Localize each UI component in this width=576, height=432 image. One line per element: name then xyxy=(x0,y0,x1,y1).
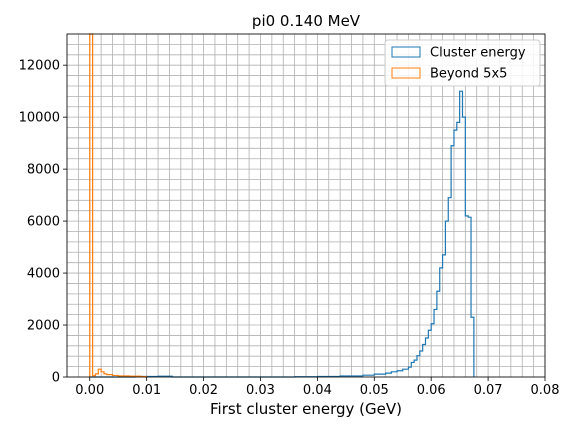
series-beyond-5x5 xyxy=(89,33,148,378)
x-tick-label: 0.07 xyxy=(474,383,503,398)
x-tick-label: 0.03 xyxy=(246,383,275,398)
y-tick-label: 0 xyxy=(52,371,60,386)
y-tick-label: 4000 xyxy=(27,267,60,282)
x-axis-label: First cluster energy (GeV) xyxy=(210,400,402,418)
x-tick-label: 0.05 xyxy=(360,383,389,398)
chart-title: pi0 0.140 MeV xyxy=(252,12,361,30)
x-tick-label: 0.01 xyxy=(132,383,161,398)
x-tick-label: 0.00 xyxy=(75,383,104,398)
y-tick-label: 6000 xyxy=(27,215,60,230)
series-cluster-energy xyxy=(89,90,475,378)
legend-swatch-cluster-energy xyxy=(391,46,421,58)
axes: 0.00 0.01 0.02 0.03 0.04 0.05 0.06 0.07 0.08 0 200… xyxy=(19,59,560,398)
y-tick-label: 10000 xyxy=(19,111,60,126)
x-tick-label: 0.06 xyxy=(417,383,446,398)
x-tick-label: 0.02 xyxy=(189,383,218,398)
legend-label-cluster-energy: Cluster energy xyxy=(430,46,526,61)
series-layer xyxy=(89,33,475,378)
legend: Cluster energy Beyond 5x5 xyxy=(384,39,541,87)
y-tick-label: 2000 xyxy=(27,319,60,334)
legend-box xyxy=(384,39,541,87)
x-tick-label: 0.04 xyxy=(303,383,332,398)
legend-label-beyond-5x5: Beyond 5x5 xyxy=(430,67,507,82)
plot-frame xyxy=(66,33,546,378)
legend-swatch-beyond-5x5 xyxy=(391,67,421,79)
y-tick-label: 12000 xyxy=(19,59,60,74)
y-tick-label: 8000 xyxy=(27,163,60,178)
x-tick-label: 0.08 xyxy=(531,383,560,398)
